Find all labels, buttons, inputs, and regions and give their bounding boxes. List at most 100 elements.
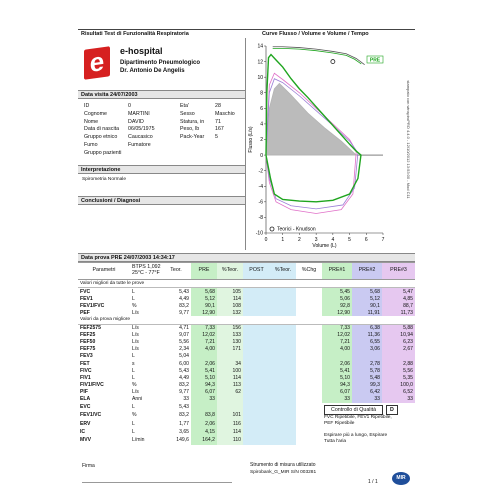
visit-bar: Data visita 24/07/2003 <box>78 90 245 99</box>
x-tick-label: 4 <box>331 237 334 243</box>
data-row: FIVC L 5,43 5,41 100 5,41 5,78 5,56 <box>78 367 415 375</box>
value-cell: 83,8 <box>191 410 217 420</box>
field-value: Maschio <box>215 110 235 117</box>
value-cell: 5,06 <box>322 295 352 303</box>
y-tick-label: -2 <box>259 168 264 174</box>
data-row: PEF L/s 9,77 12,90 132 12,90 11,91 11,73 <box>78 309 415 317</box>
value-cell: 5,43 <box>179 403 189 410</box>
quality-note: Tutta l'aria <box>324 438 347 444</box>
unit: L/s <box>132 339 139 346</box>
value-cell: 6,38 <box>352 324 382 332</box>
value-cell: 5,56 <box>382 367 415 375</box>
value-cell <box>270 352 296 361</box>
data-row: FEV1/FVC% 83,2 90,1 108 92,8 90,1 88,7 <box>78 302 415 310</box>
field-label: Cognome <box>84 110 107 117</box>
column-header: Teor. <box>161 262 191 280</box>
unit: s <box>132 360 135 367</box>
y-tick-label: -10 <box>256 231 263 237</box>
value-cell <box>382 352 415 361</box>
value-cell: 6,07 <box>322 388 352 396</box>
unit: L/s <box>132 388 139 395</box>
curve <box>272 46 365 66</box>
field-value: Fumatore <box>128 142 151 148</box>
y-tick-label: 2 <box>260 137 263 143</box>
legend-label: PRE <box>370 58 381 64</box>
value-cell: 6,42 <box>352 388 382 396</box>
parameter: FEF50 <box>80 339 96 346</box>
field-label: ID <box>84 103 90 109</box>
field-label: Eta' <box>180 103 189 109</box>
value-cell: 2,06 <box>191 419 217 428</box>
value-cell: 33 <box>322 395 352 403</box>
conclusions-bar: Conclusioni / Diagnosi <box>78 196 245 205</box>
value-cell: 90,1 <box>352 302 382 310</box>
chart-title: Curve Flusso / Volume e Volume / Tempo <box>262 31 369 37</box>
page-number: 1 / 1 <box>368 479 378 485</box>
value-cell <box>296 436 322 444</box>
data-row: ELA Anni 33 33 33 33 33 <box>78 395 415 403</box>
predicted-marker <box>330 59 336 64</box>
value-cell: 5,12 <box>352 295 382 303</box>
value-cell <box>270 345 296 353</box>
value-cell: 9,77 <box>179 388 189 395</box>
value-cell <box>270 427 296 437</box>
interpretation-bar: Interpretazione <box>78 165 245 174</box>
x-axis-label: Volume (L) <box>312 243 337 249</box>
column-header: %Chg <box>296 262 322 280</box>
value-cell <box>270 295 296 303</box>
value-cell <box>270 395 296 403</box>
value-cell <box>296 428 322 436</box>
value-cell <box>296 332 322 339</box>
data-row: FIV1/FIVC% 83,2 94,3 113 94,3 99,3 100,0 <box>78 381 415 389</box>
unit: % <box>132 412 137 419</box>
parameter: FEV1/FVC <box>80 302 105 309</box>
value-cell: 2,06 <box>191 360 217 368</box>
column-header: Parametri <box>78 262 130 280</box>
value-cell <box>296 367 322 374</box>
value-cell: 171 <box>217 345 243 353</box>
unit: L/s <box>132 332 139 339</box>
y-tick-label: 14 <box>257 44 263 50</box>
value-cell: 7,33 <box>322 324 352 332</box>
value-cell <box>296 339 322 346</box>
data-row: FVC L 5,43 5,68 105 5,45 5,68 5,47 <box>78 287 415 296</box>
value-cell: 110 <box>217 436 243 445</box>
value-cell: 83,2 <box>179 302 189 309</box>
unit: L <box>132 367 135 374</box>
parameter: EVC <box>80 403 91 410</box>
value-cell <box>270 436 296 445</box>
parameter: FIV1 <box>80 374 91 381</box>
value-cell: 5,78 <box>352 367 382 375</box>
value-cell: 4,00 <box>191 345 217 353</box>
results-table: Parametri BTPS 1,092 25°C - 77°F Teor. PRE %T… <box>78 262 415 445</box>
value-cell: 7,21 <box>322 338 352 346</box>
unit: L <box>132 353 135 360</box>
column-header: %Teor. <box>217 262 243 280</box>
value-cell <box>243 302 270 310</box>
data-row: FEF75 L/s 2,34 4,00 171 4,00 3,06 2,67 <box>78 345 415 353</box>
y-axis-label: Flusso (L/s) <box>248 126 254 152</box>
value-cell <box>243 309 270 317</box>
data-row: EVC L 5,43 Controllo di Qualità D FVC Ripetib… <box>78 402 415 445</box>
y-tick-label: -6 <box>259 200 264 206</box>
data-row: FIV1 L 4,49 5,10 114 5,10 5,48 5,35 <box>78 374 415 382</box>
y-tick-label: 10 <box>257 75 263 81</box>
value-cell <box>243 331 270 339</box>
value-cell: 114 <box>217 374 243 382</box>
x-tick-label: 6 <box>365 237 368 243</box>
y-tick-label: 0 <box>260 153 263 159</box>
value-cell: 12,02 <box>191 331 217 339</box>
value-cell <box>296 388 322 395</box>
value-cell: 33 <box>191 395 217 403</box>
instrument: Spirobank_G_MIR S/N 003281 <box>250 470 317 475</box>
field-label: Sesso <box>180 110 195 117</box>
parameter: FIV1/FIVC <box>80 381 104 388</box>
value-cell <box>243 402 270 411</box>
value-cell <box>270 410 296 420</box>
report-title: Risultati Test di Funzionalità Respirato… <box>81 31 189 37</box>
column-header: PRE <box>191 262 217 280</box>
value-cell: 6,55 <box>352 338 382 346</box>
value-cell <box>296 419 322 427</box>
department: Dipartimento Pneumologico <box>120 60 201 66</box>
value-cell: 100 <box>217 367 243 375</box>
